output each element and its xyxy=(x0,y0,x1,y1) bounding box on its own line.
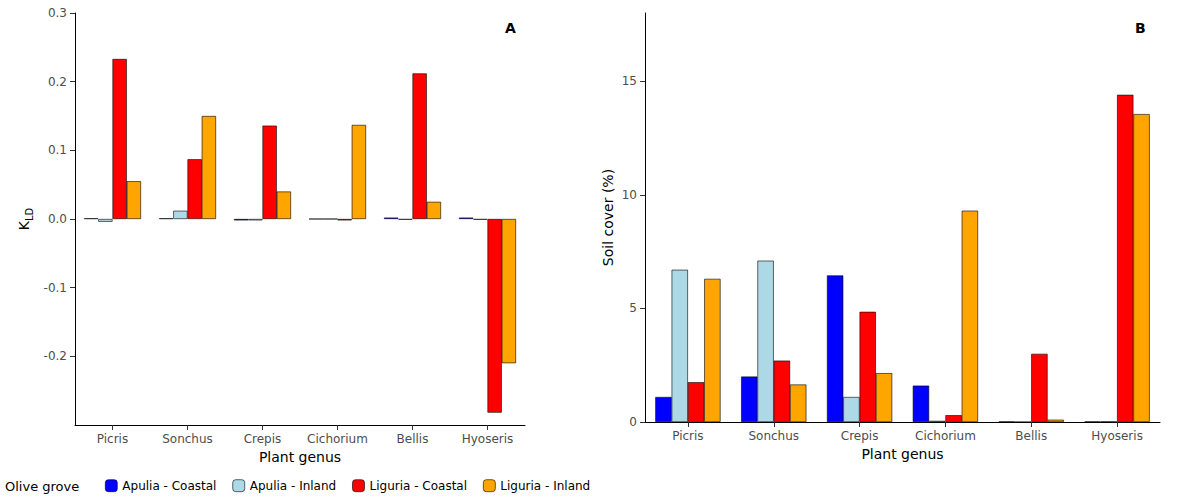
svg-text:LD: LD xyxy=(24,207,35,221)
svg-text:0.2: 0.2 xyxy=(48,75,67,89)
svg-text:Plant genus: Plant genus xyxy=(259,449,341,465)
svg-text:0.0: 0.0 xyxy=(48,212,67,226)
svg-text:A: A xyxy=(505,20,516,36)
svg-text:Plant genus: Plant genus xyxy=(861,446,943,462)
svg-text:0.1: 0.1 xyxy=(48,143,67,157)
svg-text:15: 15 xyxy=(622,74,637,88)
svg-text:Crepis: Crepis xyxy=(244,432,282,446)
svg-text:Bellis: Bellis xyxy=(1015,429,1047,443)
svg-text:Picris: Picris xyxy=(97,432,128,446)
svg-text:Soil cover (%): Soil cover (%) xyxy=(600,169,616,266)
svg-text:Apulia - Coastal: Apulia - Coastal xyxy=(122,479,216,493)
svg-text:Hyoseris: Hyoseris xyxy=(462,432,514,446)
svg-text:Apulia - Inland: Apulia - Inland xyxy=(250,479,336,493)
svg-text:0: 0 xyxy=(629,415,637,429)
svg-text:Hyoseris: Hyoseris xyxy=(1091,429,1143,443)
svg-text:-0.2: -0.2 xyxy=(44,349,67,363)
svg-text:5: 5 xyxy=(629,301,637,315)
svg-text:Sonchus: Sonchus xyxy=(162,432,213,446)
svg-text:Bellis: Bellis xyxy=(397,432,429,446)
svg-text:Liguria - Coastal: Liguria - Coastal xyxy=(369,479,467,493)
svg-text:Sonchus: Sonchus xyxy=(748,429,799,443)
svg-text:Crepis: Crepis xyxy=(841,429,879,443)
svg-text:0.3: 0.3 xyxy=(48,6,67,20)
svg-text:-0.1: -0.1 xyxy=(44,281,67,295)
svg-text:Picris: Picris xyxy=(672,429,703,443)
svg-text:Liguria - Inland: Liguria - Inland xyxy=(500,479,590,493)
svg-text:B: B xyxy=(1135,20,1146,36)
svg-text:10: 10 xyxy=(622,188,637,202)
svg-text:Cichorium: Cichorium xyxy=(915,429,976,443)
svg-text:Olive grove: Olive grove xyxy=(5,479,79,494)
svg-text:K: K xyxy=(16,221,32,231)
svg-text:Cichorium: Cichorium xyxy=(307,432,368,446)
